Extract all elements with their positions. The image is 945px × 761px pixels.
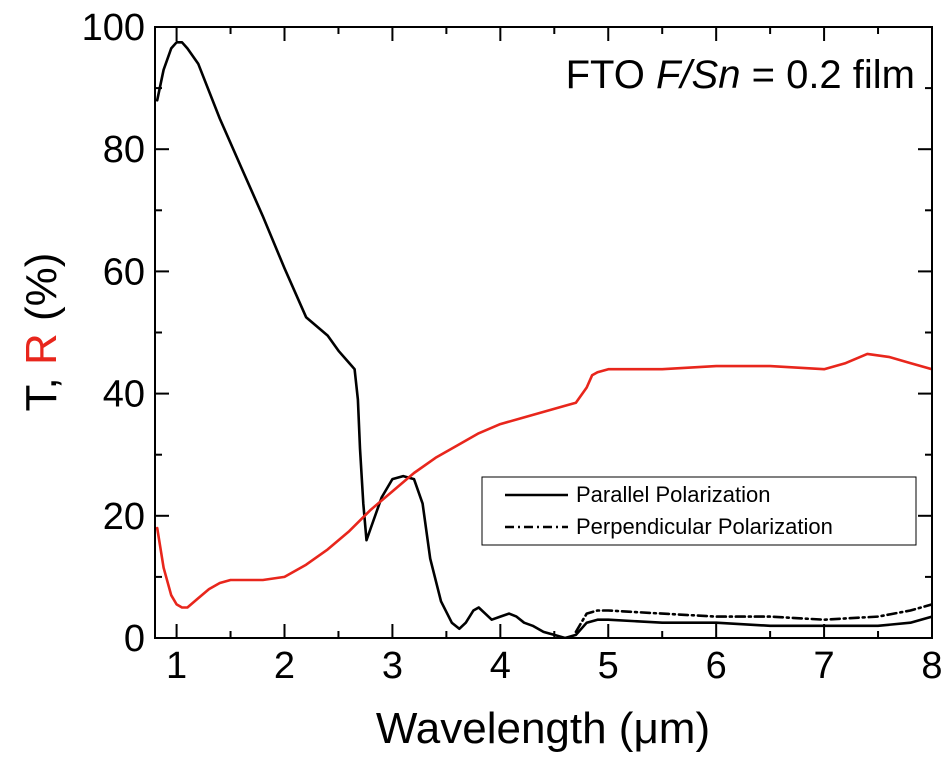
legend: Parallel Polarization Perpendicular Pola… (481, 476, 917, 546)
y-tick-label: 20 (103, 496, 145, 538)
series-line-transmittance-parallel (155, 40, 932, 638)
y-axis-title: T, R (%) (17, 253, 66, 412)
y-axis-title-r: R (17, 333, 66, 365)
annotation-ratio: F/Sn (656, 53, 740, 97)
y-tick-label: 100 (82, 7, 145, 49)
legend-box (481, 476, 917, 546)
y-tick-label: 0 (124, 618, 145, 660)
axis-ticks (155, 26, 933, 639)
y-tick-label: 60 (103, 251, 145, 293)
x-tick-label: 4 (490, 645, 511, 687)
y-tick-label: 40 (103, 374, 145, 416)
series-line-reflectance (155, 352, 932, 609)
x-tick-label: 6 (706, 645, 727, 687)
series-layer (155, 40, 932, 638)
y-axis-title-t: T, (17, 365, 66, 411)
y-tick-label: 80 (103, 129, 145, 171)
y-axis-title-unit: (%) (17, 253, 66, 334)
film-annotation: FTO F/Sn = 0.2 film (566, 53, 915, 97)
plot-frame (154, 26, 933, 639)
x-tick-label: 3 (382, 645, 403, 687)
annotation-prefix: FTO (566, 53, 656, 97)
x-axis-title: Wavelength (μm) (376, 704, 710, 753)
series-line-transmittance-perpendicular (574, 603, 932, 634)
x-tick-label: 5 (598, 645, 619, 687)
x-tick-label: 1 (166, 645, 187, 687)
x-tick-label: 8 (921, 645, 942, 687)
legend-label-perpendicular: Perpendicular Polarization (576, 514, 833, 539)
legend-label-parallel: Parallel Polarization (576, 482, 770, 507)
x-tick-label: 7 (814, 645, 835, 687)
annotation-suffix: = 0.2 film (740, 53, 915, 97)
x-tick-label: 2 (274, 645, 295, 687)
